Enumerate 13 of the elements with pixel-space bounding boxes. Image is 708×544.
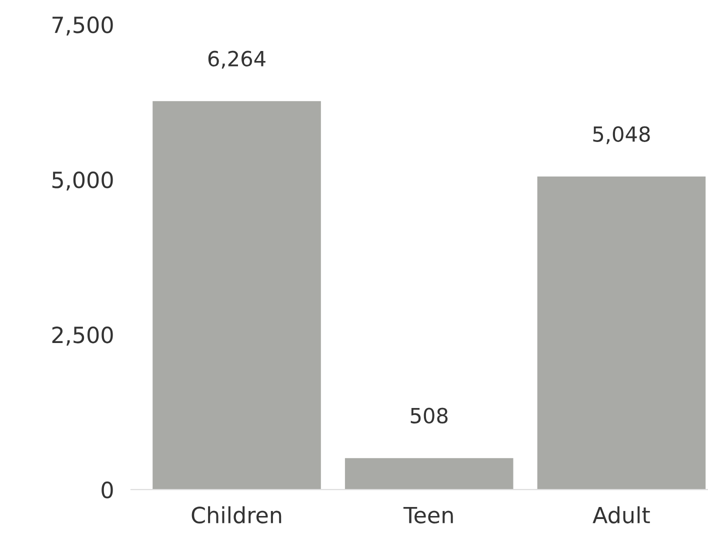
y-tick-label: 5,000 bbox=[52, 171, 113, 191]
x-tick-label: Teen bbox=[403, 506, 453, 524]
data-label: 5,048 bbox=[593, 126, 650, 144]
x-tick-label: Children bbox=[192, 506, 282, 524]
y-tick-label: 7,500 bbox=[52, 16, 113, 36]
y-tick-label: 0 bbox=[102, 482, 113, 498]
bar bbox=[152, 101, 321, 490]
y-tick-label: 2,500 bbox=[52, 326, 113, 346]
x-tick-label: Adult bbox=[592, 506, 650, 524]
data-label: 508 bbox=[410, 408, 448, 424]
bar bbox=[344, 458, 514, 490]
data-label: 6,264 bbox=[208, 50, 266, 69]
bar bbox=[537, 176, 706, 490]
